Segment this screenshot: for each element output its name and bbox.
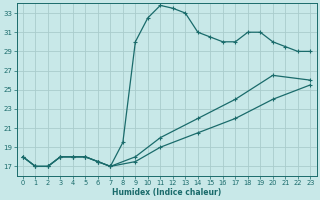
X-axis label: Humidex (Indice chaleur): Humidex (Indice chaleur): [112, 188, 221, 197]
